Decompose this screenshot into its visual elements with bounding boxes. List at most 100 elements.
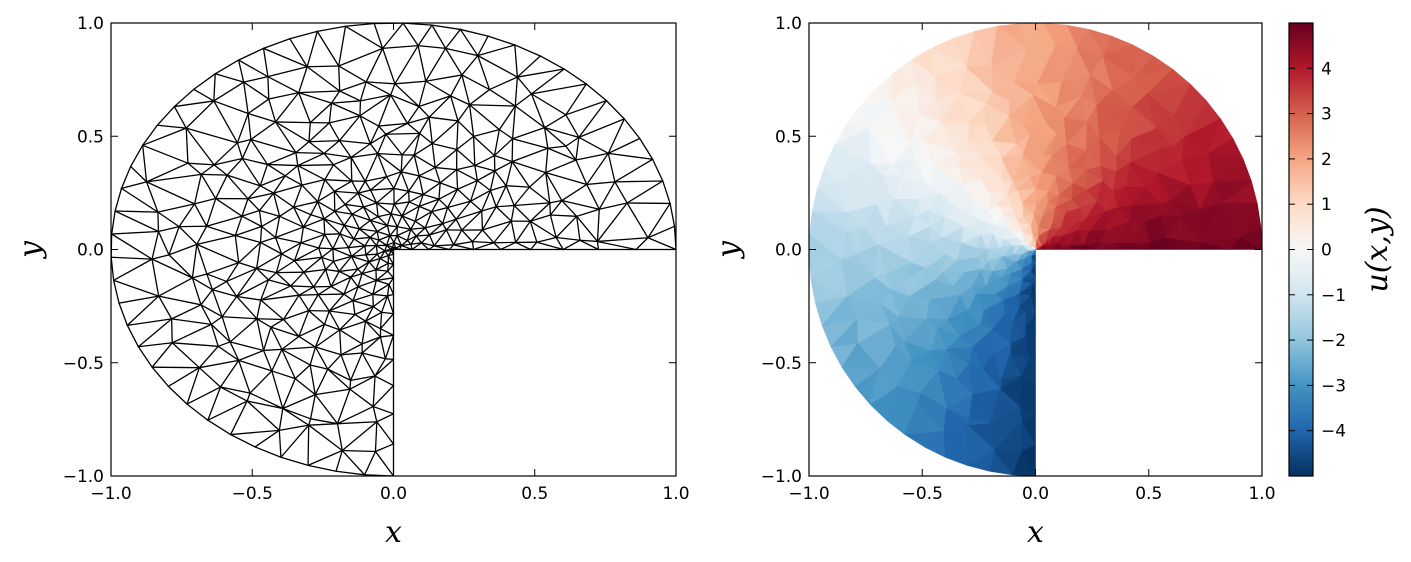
mesh-edge xyxy=(318,247,334,250)
mesh-edge xyxy=(215,174,228,200)
mesh-edge xyxy=(511,127,546,140)
mesh-edge xyxy=(302,218,325,228)
mesh-edge xyxy=(390,203,395,215)
mesh-edge xyxy=(374,375,395,387)
mesh-edge xyxy=(226,157,244,176)
mesh-edge xyxy=(340,343,363,356)
mesh-edge xyxy=(511,138,549,149)
mesh-edges xyxy=(111,23,676,476)
mesh-edge xyxy=(351,213,372,222)
mesh-edge xyxy=(431,24,462,31)
mesh-edge xyxy=(549,214,557,239)
mesh-edge xyxy=(271,348,283,372)
mesh-edge xyxy=(328,115,361,124)
mesh-edge xyxy=(375,202,395,205)
mesh-edge xyxy=(324,268,340,273)
solution-y-ticks: −1.0 −0.5 0.0 0.5 1.0 xyxy=(761,14,1262,487)
mesh-edge xyxy=(586,183,600,210)
mesh-edge xyxy=(198,345,219,369)
mesh-edge xyxy=(272,184,303,194)
mesh-edge xyxy=(413,132,421,156)
mesh-edge xyxy=(375,202,392,215)
mesh-edge xyxy=(529,241,538,251)
mesh-edge xyxy=(250,138,297,154)
mesh-edge xyxy=(446,188,459,209)
mesh-edge xyxy=(249,392,284,410)
mesh-edge xyxy=(338,140,352,159)
mesh-edge xyxy=(387,254,395,265)
mesh-edge xyxy=(396,234,403,247)
mesh-edge xyxy=(317,293,345,296)
mesh-edge xyxy=(323,210,336,220)
mesh-edge xyxy=(422,193,440,200)
mesh-edge xyxy=(494,170,507,187)
mesh-edge xyxy=(384,334,395,360)
mesh-edge xyxy=(431,120,459,145)
mesh-edge xyxy=(369,230,378,239)
mesh-edge xyxy=(259,225,263,244)
mesh-edge xyxy=(529,220,557,239)
mesh-y-tick-label: 0.5 xyxy=(77,127,104,147)
mesh-edge xyxy=(434,148,458,169)
solution-cell xyxy=(1132,76,1147,107)
mesh-edge xyxy=(364,152,379,182)
mesh-edge xyxy=(282,318,300,338)
mesh-edge xyxy=(410,242,423,245)
solution-cell xyxy=(966,424,995,466)
mesh-edge xyxy=(171,342,201,369)
mesh-edge xyxy=(330,102,361,117)
mesh-edge xyxy=(455,210,483,220)
mesh-edge xyxy=(428,116,433,145)
mesh-edge xyxy=(275,253,283,274)
mesh-edge xyxy=(498,128,514,140)
mesh-edge xyxy=(255,241,262,269)
mesh-edge xyxy=(456,135,475,151)
mesh-edge xyxy=(191,277,214,291)
mesh-edge xyxy=(266,163,299,167)
mesh-edge xyxy=(350,156,353,182)
mesh-edge xyxy=(382,23,404,50)
mesh-edge xyxy=(347,247,353,258)
mesh-edge xyxy=(369,143,379,155)
mesh-edge xyxy=(428,95,452,118)
mesh-edge xyxy=(406,239,412,245)
colorbar-tick-label: −4 xyxy=(1321,422,1346,442)
mesh-edge xyxy=(406,235,417,242)
mesh-edge xyxy=(221,295,238,318)
mesh-edge xyxy=(376,230,380,241)
mesh-edge xyxy=(357,272,363,288)
mesh-edge xyxy=(377,213,392,218)
mesh-edge xyxy=(237,59,245,83)
mesh-edge xyxy=(375,270,389,282)
mesh-edge xyxy=(401,201,410,217)
mesh-edge xyxy=(229,318,258,343)
mesh-edge xyxy=(364,236,371,247)
mesh-edge xyxy=(376,230,391,237)
mesh-edge xyxy=(158,295,173,320)
mesh-edge xyxy=(193,173,202,205)
mesh-edge xyxy=(414,220,426,229)
mesh-edge xyxy=(515,220,531,244)
mesh-edge xyxy=(207,386,222,421)
mesh-edge xyxy=(327,354,342,370)
mesh-edge xyxy=(344,203,353,215)
solution-y-tick-label: 1.0 xyxy=(775,14,802,34)
mesh-edge xyxy=(561,199,578,217)
mesh-edge xyxy=(200,289,214,306)
mesh-edge xyxy=(386,224,398,228)
mesh-edge xyxy=(394,80,427,85)
mesh-edge xyxy=(332,260,340,273)
mesh-edge xyxy=(323,323,341,331)
mesh-edge xyxy=(596,208,600,243)
mesh-edge xyxy=(196,243,240,264)
mesh-edge xyxy=(339,90,362,102)
mesh-edge xyxy=(278,215,305,228)
mesh-edge xyxy=(241,138,252,160)
mesh-edge xyxy=(576,215,599,243)
mesh-edge xyxy=(301,184,319,203)
mesh-edge xyxy=(489,189,497,208)
mesh-edge xyxy=(415,227,426,237)
mesh-edge xyxy=(469,179,479,202)
mesh-edge xyxy=(185,127,239,144)
mesh-edge xyxy=(126,324,140,348)
